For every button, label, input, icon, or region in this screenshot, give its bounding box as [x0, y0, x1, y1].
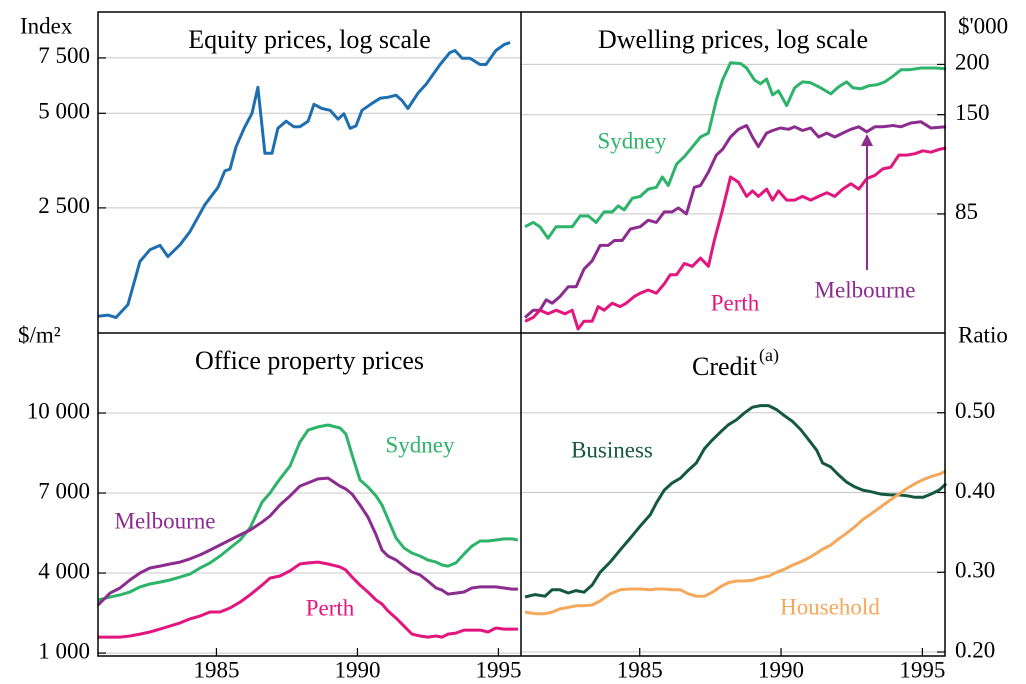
data-line: [524, 61, 947, 240]
series-label: Melbourne: [815, 277, 916, 302]
y-unit-label: Ratio: [958, 322, 1008, 347]
y-tick-label: 4 000: [38, 558, 90, 583]
y-tick-label: 7 000: [38, 478, 90, 503]
y-tick-label: 5 000: [38, 99, 90, 124]
data-line: [98, 560, 518, 639]
y-unit-label: Index: [20, 13, 73, 38]
y-tick-label: 2 500: [38, 193, 90, 218]
x-tick-label: 1995: [475, 657, 521, 682]
y-tick-label: 0.50: [955, 398, 995, 423]
series-label: Household: [780, 594, 880, 619]
series-label: Perth: [306, 595, 355, 620]
data-line: [524, 404, 948, 599]
series-label: Business: [571, 437, 653, 462]
chart-title: Office property prices: [195, 346, 424, 375]
y-tick-label: 0.40: [955, 478, 995, 503]
x-tick-label: 1995: [899, 657, 945, 682]
series-label: Sydney: [598, 128, 668, 153]
data-line: [524, 146, 947, 331]
series-label: Melbourne: [115, 508, 216, 533]
y-unit-label: $'000: [958, 13, 1008, 38]
x-tick-label: 1985: [617, 657, 663, 682]
y-tick-label: 0.30: [955, 558, 995, 583]
data-line: [97, 423, 519, 602]
data-line: [524, 120, 947, 319]
title-superscript: (a): [759, 345, 779, 366]
data-line: [524, 469, 947, 616]
y-tick-label: 1 000: [38, 638, 90, 663]
chart-title: Equity prices, log scale: [188, 25, 431, 54]
x-tick-label: 1990: [758, 657, 804, 682]
y-tick-label: 10 000: [27, 398, 90, 423]
data-line: [97, 41, 511, 319]
chart-title: Dwelling prices, log scale: [598, 25, 868, 54]
x-tick-label: 1985: [193, 657, 239, 682]
y-unit-label: $/m²: [18, 322, 61, 347]
x-tick-label: 1990: [334, 657, 380, 682]
data-line: [96, 476, 518, 607]
y-tick-label: 0.20: [955, 637, 995, 662]
chart-title: Credit: [692, 352, 758, 381]
y-tick-label: 150: [955, 100, 990, 125]
y-tick-label: 7 500: [38, 43, 90, 68]
y-tick-label: 200: [955, 50, 990, 75]
y-tick-label: 85: [955, 199, 978, 224]
series-label: Sydney: [386, 432, 456, 457]
series-label: Perth: [711, 290, 760, 315]
